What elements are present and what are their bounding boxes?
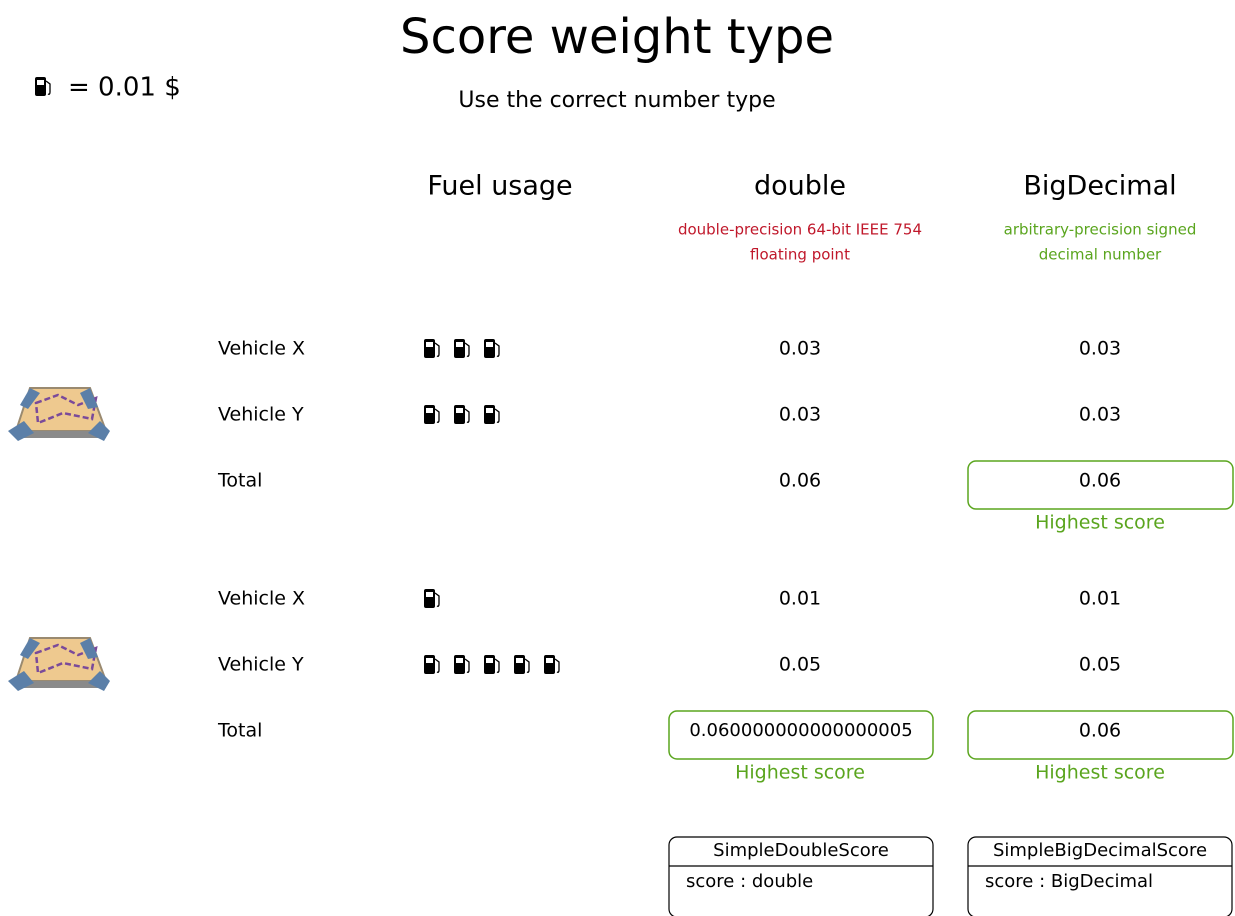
fuel-icons — [423, 588, 560, 675]
bigdecimal-value: 0.01 — [1079, 588, 1121, 610]
highest-score: Highest score — [1035, 762, 1165, 784]
row-label: Vehicle Y — [218, 654, 304, 676]
column-header: Fuel usage — [427, 171, 572, 202]
row-label: Vehicle X — [218, 588, 305, 610]
bigdecimal-total: 0.06 — [1079, 470, 1121, 492]
column-description: double-precision 64-bit IEEE 754 — [678, 221, 922, 239]
highest-score: Highest score — [735, 762, 865, 784]
row-label: Total — [217, 720, 262, 742]
class-box — [668, 836, 934, 916]
legend-text: = 0.01 $ — [68, 73, 181, 103]
double-total: 0.06 — [779, 470, 821, 492]
column-description: decimal number — [1039, 246, 1162, 264]
double-value: 0.03 — [779, 338, 821, 360]
highlight-box — [668, 710, 934, 760]
title: Score weight type — [400, 9, 834, 65]
column-description: floating point — [750, 246, 850, 264]
double-value: 0.03 — [779, 404, 821, 426]
map-icon — [6, 386, 112, 443]
class-attribute: score : BigDecimal — [985, 871, 1153, 892]
double-value: 0.01 — [779, 588, 821, 610]
highest-score: Highest score — [1035, 512, 1165, 534]
double-total: 0.060000000000000005 — [689, 720, 912, 741]
column-description: arbitrary-precision signed — [1004, 221, 1197, 239]
row-label: Total — [217, 470, 262, 492]
class-name: SimpleBigDecimalScore — [993, 840, 1207, 861]
bigdecimal-value: 0.03 — [1079, 404, 1121, 426]
bigdecimal-value: 0.05 — [1079, 654, 1121, 676]
bigdecimal-total: 0.06 — [1079, 720, 1121, 742]
map-icon — [6, 636, 112, 693]
highlight-box — [967, 710, 1234, 760]
row-label: Vehicle Y — [218, 404, 304, 426]
class-attribute: score : double — [686, 871, 813, 892]
highlight-box — [967, 460, 1234, 510]
column-header: double — [754, 171, 846, 202]
subtitle: Use the correct number type — [458, 88, 775, 113]
bigdecimal-value: 0.03 — [1079, 338, 1121, 360]
fuel-icons — [423, 338, 500, 425]
double-value: 0.05 — [779, 654, 821, 676]
class-box — [967, 836, 1233, 916]
row-label: Vehicle X — [218, 338, 305, 360]
class-name: SimpleDoubleScore — [713, 840, 889, 861]
fuel-icon — [34, 76, 51, 97]
column-header: BigDecimal — [1023, 171, 1176, 202]
